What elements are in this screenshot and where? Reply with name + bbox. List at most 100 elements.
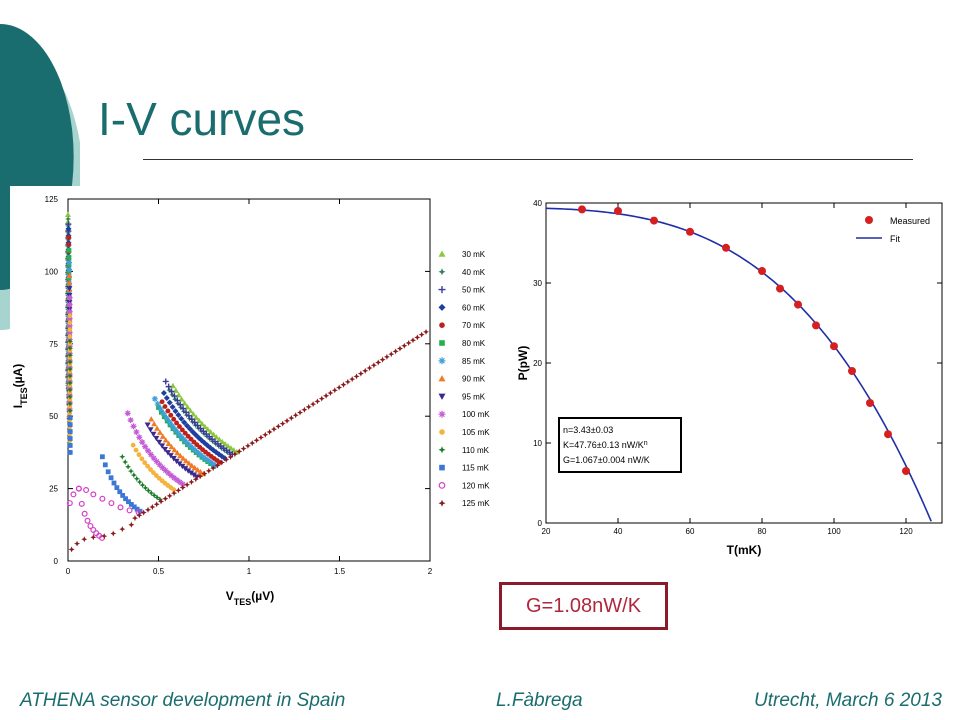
iv-legend-marker	[439, 464, 445, 471]
iv-point	[198, 437, 205, 444]
iv-point	[344, 378, 351, 385]
iv-point	[117, 489, 123, 495]
iv-point	[172, 408, 179, 415]
iv-point	[165, 408, 171, 414]
iv-point	[158, 498, 165, 505]
iv-chart-panel: 0 0.5 1 1.5 2 0 25 50 75 100 125 30 mK 40 mK 50 mK 60…	[10, 186, 508, 610]
iv-point	[99, 454, 105, 460]
iv-point	[66, 308, 73, 315]
iv-legend-label: 60 mK	[462, 303, 486, 312]
iv-point	[133, 447, 139, 453]
iv-point	[178, 415, 185, 422]
iv-legend-label: 30 mK	[462, 250, 486, 259]
iv-point	[166, 387, 173, 394]
iv-xtick-label: 2	[428, 567, 433, 576]
iv-point	[148, 467, 153, 472]
iv-point	[66, 407, 73, 414]
iv-point	[119, 526, 126, 533]
iv-point	[170, 426, 176, 432]
iv-point	[105, 469, 111, 475]
iv-point	[66, 242, 72, 247]
iv-point	[154, 494, 161, 501]
iv-point	[164, 450, 171, 456]
iv-point	[392, 348, 399, 355]
iv-point	[179, 484, 186, 491]
iv-point	[162, 467, 169, 474]
iv-point	[168, 472, 175, 479]
title-divider	[143, 159, 913, 160]
iv-point	[190, 472, 197, 478]
iv-legend-marker	[438, 393, 446, 400]
iv-point	[177, 433, 184, 440]
iv-point	[125, 463, 132, 470]
iv-point	[162, 404, 168, 409]
iv-point	[169, 403, 176, 410]
pt-xtick-label: 40	[614, 527, 623, 536]
iv-point	[126, 507, 133, 514]
iv-point	[176, 461, 183, 467]
iv-point	[151, 420, 158, 427]
pt-plot-frame	[545, 202, 943, 524]
iv-point	[185, 412, 192, 419]
iv-point	[209, 460, 216, 467]
fit-param-g: G=1.067±0.004 nW/K	[563, 455, 650, 465]
iv-point	[148, 416, 155, 422]
iv-point	[279, 420, 286, 427]
iv-legend-label: 100 mK	[462, 410, 490, 419]
iv-point	[230, 447, 237, 453]
iv-point	[124, 410, 131, 417]
iv-point	[175, 412, 182, 419]
iv-point	[222, 440, 229, 447]
iv-legend-marker	[438, 410, 446, 418]
conductance-callout: G=1.08nW/K	[499, 582, 668, 630]
iv-point	[66, 266, 73, 273]
iv-point	[171, 393, 178, 400]
pt-ytick-label: 30	[533, 279, 542, 288]
iv-point	[145, 487, 152, 494]
iv-point	[171, 487, 177, 492]
iv-point	[87, 522, 94, 529]
iv-ylabel: ITES(µA)	[11, 364, 29, 408]
legend-fit-label: Fit	[890, 234, 900, 244]
iv-legend-label: 70 mK	[462, 321, 486, 330]
iv-point	[67, 422, 73, 427]
iv-point	[191, 464, 198, 471]
iv-point	[167, 453, 174, 459]
iv-legend-marker	[439, 322, 445, 328]
fit-param-k: K=47.76±0.13 nW/Kn	[563, 440, 648, 451]
legend-measured-marker	[865, 216, 873, 224]
iv-point	[66, 254, 72, 260]
iv-point	[99, 495, 106, 502]
iv-point	[318, 395, 325, 402]
iv-point	[379, 356, 386, 363]
iv-point	[383, 353, 390, 360]
iv-point	[154, 425, 161, 431]
iv-ytick-label: 100	[45, 267, 59, 276]
iv-point	[169, 391, 176, 398]
iv-point	[310, 401, 317, 408]
iv-point	[120, 493, 126, 498]
iv-point	[183, 409, 190, 416]
iv-point	[196, 417, 203, 424]
iv-point	[423, 328, 430, 335]
iv-point	[167, 422, 173, 428]
iv-point	[375, 359, 382, 366]
iv-point	[67, 443, 73, 448]
iv-point	[156, 461, 163, 468]
iv-point	[174, 449, 181, 456]
footer-project: ATHENA sensor development in Spain	[20, 690, 346, 711]
iv-point	[108, 500, 115, 507]
iv-point	[145, 447, 152, 454]
iv-point	[67, 450, 73, 455]
iv-point	[151, 395, 158, 402]
iv-point	[133, 475, 140, 482]
iv-point	[117, 504, 124, 511]
iv-point	[67, 429, 73, 434]
iv-point	[65, 215, 72, 222]
iv-point	[188, 470, 195, 476]
pt-ytick-label: 20	[533, 359, 542, 368]
iv-point	[175, 400, 182, 407]
iv-point	[110, 530, 117, 537]
iv-point	[185, 460, 192, 466]
iv-point	[188, 416, 195, 423]
